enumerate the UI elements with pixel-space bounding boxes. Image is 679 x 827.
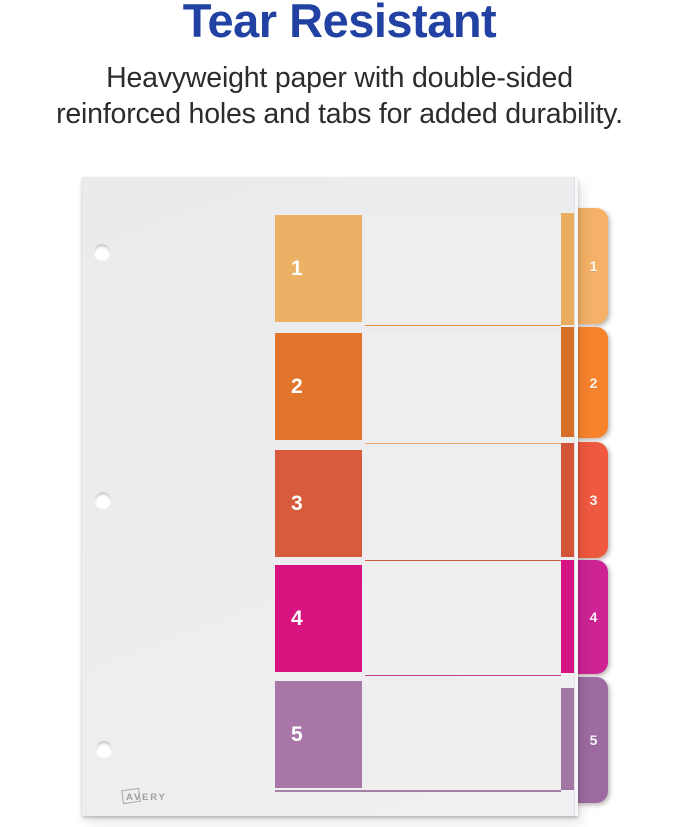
toc-block-5-number: 5	[291, 722, 303, 746]
toc-block-2: 2	[275, 333, 362, 440]
index-tab-1-label: 1	[589, 258, 598, 274]
punch-hole-bottom	[96, 741, 112, 757]
tab-root-strip-1	[561, 213, 575, 325]
avery-logo-text: AVERY	[126, 791, 167, 803]
divider-sheet: 1 2 3 4 5	[82, 177, 578, 816]
avery-logo: AVERY	[121, 787, 167, 805]
index-tab-3-label: 3	[589, 492, 598, 508]
punch-hole-middle	[95, 492, 111, 508]
toc-row-4-cell	[365, 565, 561, 676]
tab-root-strip-3	[561, 443, 575, 557]
punch-hole-top	[94, 244, 110, 260]
page-subtitle-line-1: Heavyweight paper with double-sided	[106, 62, 573, 94]
toc-block-4: 4	[275, 565, 362, 672]
toc-block-1-number: 1	[291, 256, 303, 280]
tab-root-strip-2	[561, 327, 575, 437]
page-subtitle-line-2: reinforced holes and tabs for added dura…	[56, 98, 623, 130]
toc-block-4-number: 4	[291, 606, 303, 630]
tab-root-strip-4	[561, 560, 575, 673]
toc-block-3: 3	[275, 450, 362, 557]
page-subtitle: Heavyweight paper with double-sided rein…	[0, 60, 679, 132]
toc-block-5: 5	[275, 681, 362, 788]
toc-block-1: 1	[275, 215, 362, 322]
toc-row-3-cell	[365, 450, 561, 561]
toc-row-5-rule	[275, 790, 561, 792]
toc-row-5-cell	[365, 681, 561, 788]
index-tab-2-label: 2	[589, 374, 598, 391]
sheet-page-edge	[574, 177, 578, 816]
index-tab-4-label: 4	[589, 609, 598, 625]
index-tab-5-label: 5	[589, 732, 598, 748]
toc-row-1-cell	[365, 215, 561, 326]
page-title: Tear Resistant	[182, 0, 497, 47]
toc-row-2-cell	[365, 333, 561, 444]
toc-block-2-number: 2	[291, 374, 303, 398]
toc-block-3-number: 3	[291, 491, 303, 515]
tab-root-strip-5	[561, 688, 575, 790]
